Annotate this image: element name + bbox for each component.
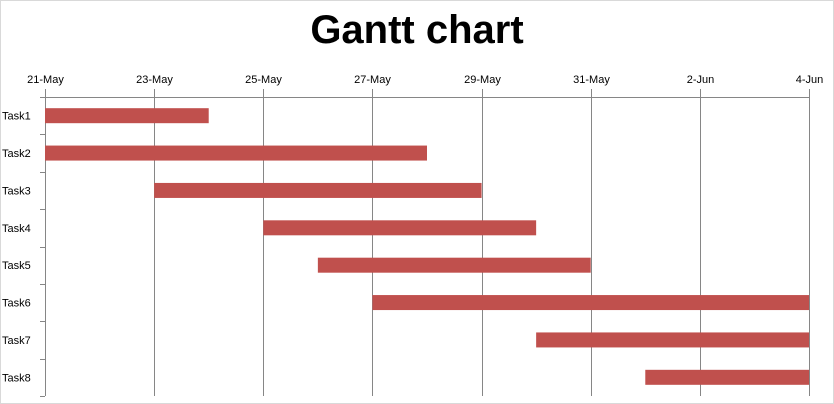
y-category-label: Task4: [2, 223, 31, 235]
x-tick-label: 27-May: [354, 74, 391, 86]
x-tick-label: 31-May: [573, 74, 610, 86]
task-bar: [263, 220, 537, 236]
task-bar: [154, 182, 482, 198]
task-bar: [372, 295, 809, 311]
x-tick-label: 21-May: [27, 74, 64, 86]
x-tick-label: 29-May: [464, 74, 501, 86]
y-category-label: Task1: [2, 111, 31, 123]
y-category-label: Task5: [2, 260, 31, 272]
x-tick-label: 2-Jun: [687, 74, 715, 86]
y-category-label: Task6: [2, 298, 31, 310]
y-category-label: Task7: [2, 335, 31, 347]
task-bar: [317, 257, 591, 273]
task-bar: [645, 369, 809, 385]
x-tick-label: 23-May: [136, 74, 173, 86]
y-category-label: Task2: [2, 148, 31, 160]
chart-title: Gantt chart: [310, 8, 524, 52]
x-tick-label: 4-Jun: [796, 74, 824, 86]
task-bar: [45, 108, 209, 124]
x-tick-label: 25-May: [245, 74, 282, 86]
y-category-label: Task3: [2, 185, 31, 197]
task-bar: [536, 332, 809, 348]
task-bar: [45, 145, 427, 161]
y-category-label: Task8: [2, 372, 31, 384]
